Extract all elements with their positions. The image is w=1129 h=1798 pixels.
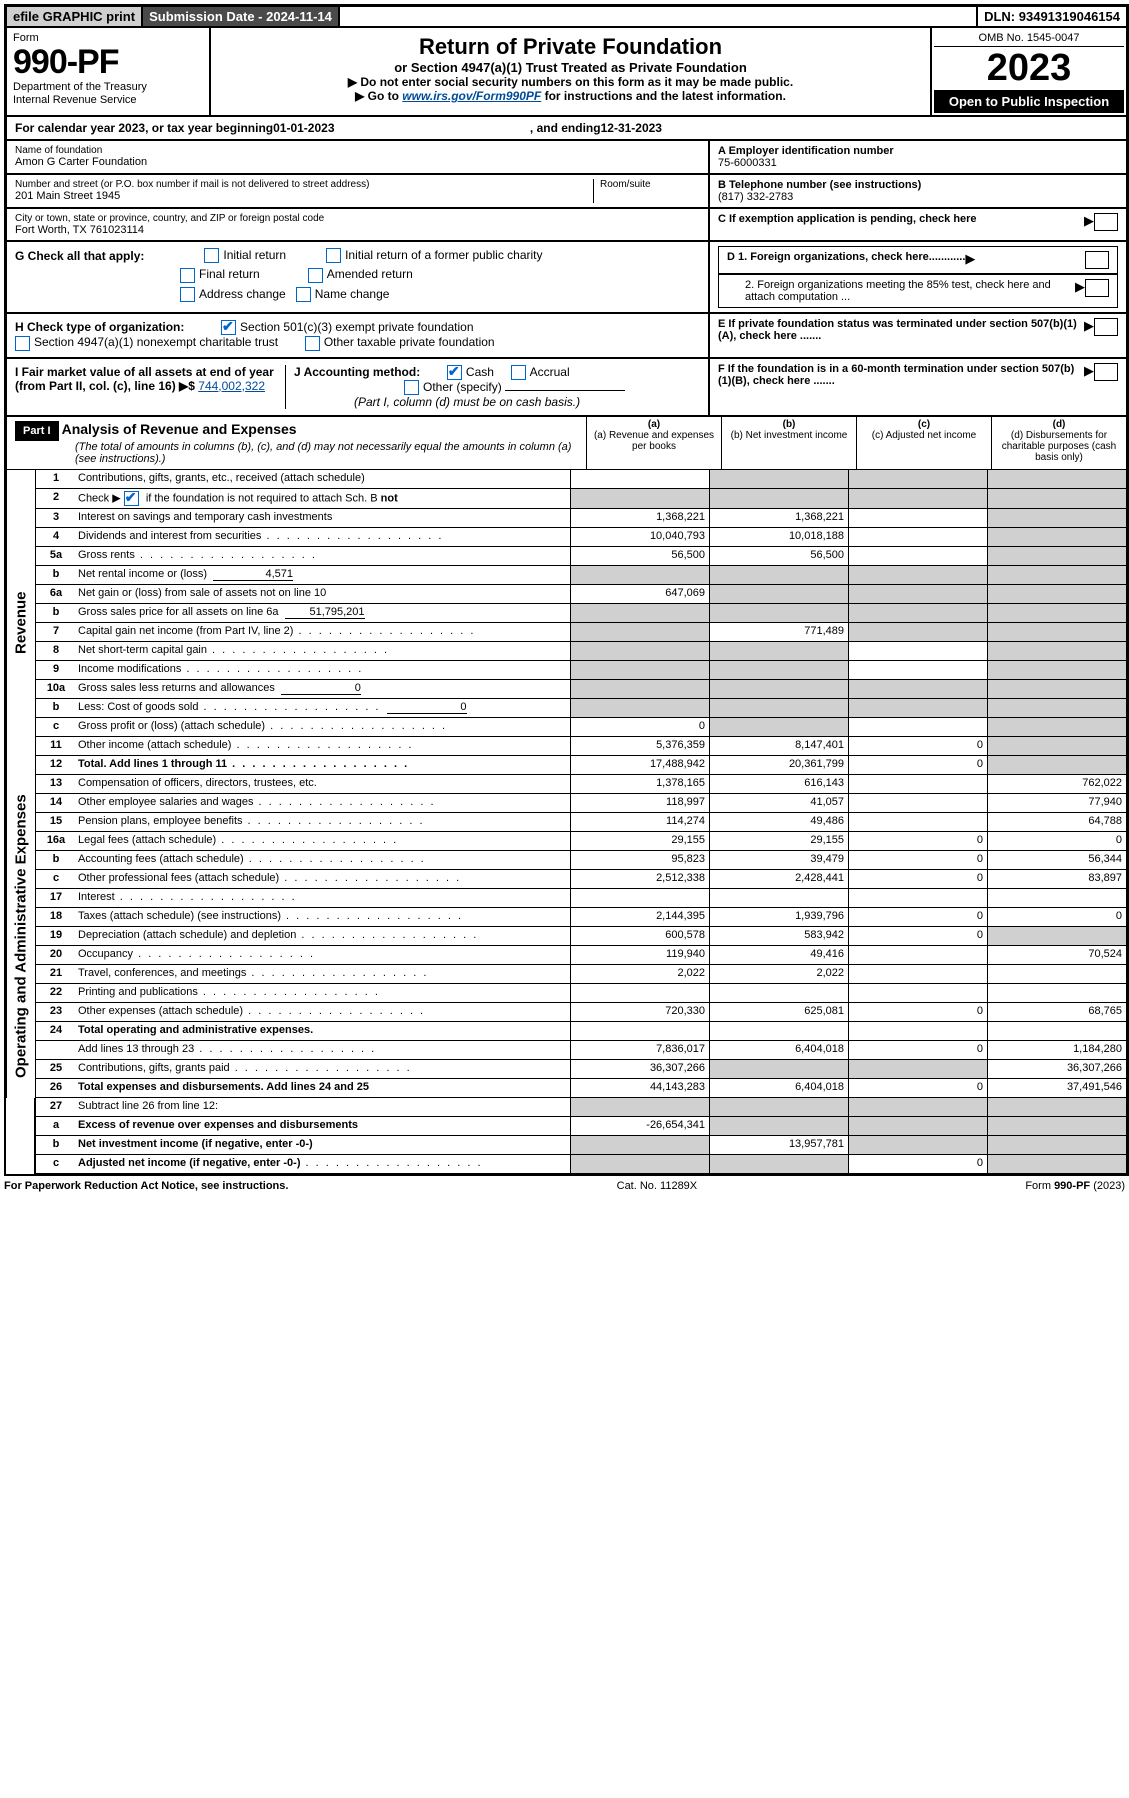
form990pf-link[interactable]: www.irs.gov/Form990PF	[402, 89, 541, 103]
cb-sch-b[interactable]	[124, 491, 139, 506]
cb-accrual[interactable]	[511, 365, 526, 380]
efile-label: efile GRAPHIC print	[6, 6, 142, 27]
page-footer: For Paperwork Reduction Act Notice, see …	[4, 1176, 1125, 1196]
exemption-pending: C If exemption application is pending, c…	[709, 208, 1127, 241]
top-bar: efile GRAPHIC print Submission Date - 20…	[6, 6, 1127, 27]
room-suite-label: Room/suite	[600, 179, 700, 190]
check-g: G Check all that apply: Initial return I…	[6, 241, 709, 313]
tax-year: 2023	[934, 47, 1124, 90]
cb-other-method[interactable]	[404, 380, 419, 395]
checkbox-e[interactable]	[1094, 318, 1118, 336]
header-left: Form 990-PF Department of the Treasury I…	[6, 27, 210, 116]
dept-treasury: Department of the Treasury	[13, 81, 203, 93]
col-d-header: (d)(d) Disbursements for charitable purp…	[991, 417, 1126, 469]
dln: DLN: 93491319046154	[977, 6, 1127, 27]
foundation-name-block: Name of foundation Amon G Carter Foundat…	[6, 140, 709, 174]
form-title: Return of Private Foundation	[217, 34, 924, 60]
cb-501c3[interactable]	[221, 320, 236, 335]
telephone-block: B Telephone number (see instructions) (8…	[709, 174, 1127, 208]
ssn-warning: ▶ Do not enter social security numbers o…	[217, 75, 924, 89]
check-f: F If the foundation is in a 60-month ter…	[709, 358, 1127, 417]
part-i-note: (The total of amounts in columns (b), (c…	[15, 441, 578, 465]
telephone-value: (817) 332-2783	[718, 191, 1118, 203]
calendar-year-row: For calendar year 2023, or tax year begi…	[6, 116, 1127, 140]
part-i-header: Part I Analysis of Revenue and Expenses …	[6, 416, 1127, 470]
check-d: D 1. Foreign organizations, check here..…	[709, 241, 1127, 313]
col-c-header: (c)(c) Adjusted net income	[856, 417, 991, 469]
cb-amended-return[interactable]	[308, 268, 323, 283]
omb-number: OMB No. 1545-0047	[934, 30, 1124, 47]
form-version: Form 990-PF (2023)	[1025, 1180, 1125, 1192]
city-block: City or town, state or province, country…	[6, 208, 709, 241]
cb-4947a1[interactable]	[15, 336, 30, 351]
col-a-header: (a)(a) Revenue and expenses per books	[586, 417, 721, 469]
fmv-value[interactable]: 744,002,322	[198, 379, 265, 393]
checkbox-c[interactable]	[1094, 213, 1118, 231]
topbar-spacer	[339, 6, 977, 27]
foundation-name: Amon G Carter Foundation	[15, 156, 700, 168]
revenue-label: Revenue	[6, 470, 35, 775]
paperwork-notice: For Paperwork Reduction Act Notice, see …	[4, 1180, 288, 1192]
checkbox-f[interactable]	[1094, 363, 1118, 381]
ein-block: A Employer identification number 75-6000…	[709, 140, 1127, 174]
checkbox-d2[interactable]	[1085, 279, 1109, 297]
catalog-number: Cat. No. 11289X	[617, 1180, 698, 1192]
header-title-block: Return of Private Foundation or Section …	[210, 27, 931, 116]
col-b-header: (b)(b) Net investment income	[721, 417, 856, 469]
street-address: 201 Main Street 1945	[15, 190, 593, 202]
cb-address-change[interactable]	[180, 287, 195, 302]
open-to-public: Open to Public Inspection	[934, 90, 1124, 113]
cb-other-taxable[interactable]	[305, 336, 320, 351]
goto-instructions: ▶ Go to www.irs.gov/Form990PF for instru…	[217, 89, 924, 103]
check-e: E If private foundation status was termi…	[709, 313, 1127, 358]
expenses-label: Operating and Administrative Expenses	[6, 775, 35, 1098]
check-i-j: I Fair market value of all assets at end…	[6, 358, 709, 417]
part-i-title: Analysis of Revenue and Expenses	[62, 421, 297, 437]
submission-date: Submission Date - 2024-11-14	[142, 6, 339, 27]
form-header: Form 990-PF Department of the Treasury I…	[6, 27, 1127, 116]
address-block: Number and street (or P.O. box number if…	[6, 174, 709, 208]
city-value: Fort Worth, TX 761023114	[15, 224, 700, 236]
ein-value: 75-6000331	[718, 157, 1118, 169]
form-subtitle: or Section 4947(a)(1) Trust Treated as P…	[217, 60, 924, 75]
cb-initial-return[interactable]	[204, 248, 219, 263]
form-number: 990-PF	[13, 44, 203, 81]
check-h: H Check type of organization: Section 50…	[6, 313, 709, 358]
form-container: efile GRAPHIC print Submission Date - 20…	[4, 4, 1129, 1176]
cb-cash[interactable]	[447, 365, 462, 380]
cb-initial-former[interactable]	[326, 248, 341, 263]
part-i-label: Part I	[15, 421, 59, 441]
cb-name-change[interactable]	[296, 287, 311, 302]
checkbox-d1[interactable]	[1085, 251, 1109, 269]
dept-irs: Internal Revenue Service	[13, 94, 203, 106]
cb-final-return[interactable]	[180, 268, 195, 283]
header-right: OMB No. 1545-0047 2023 Open to Public In…	[931, 27, 1127, 116]
